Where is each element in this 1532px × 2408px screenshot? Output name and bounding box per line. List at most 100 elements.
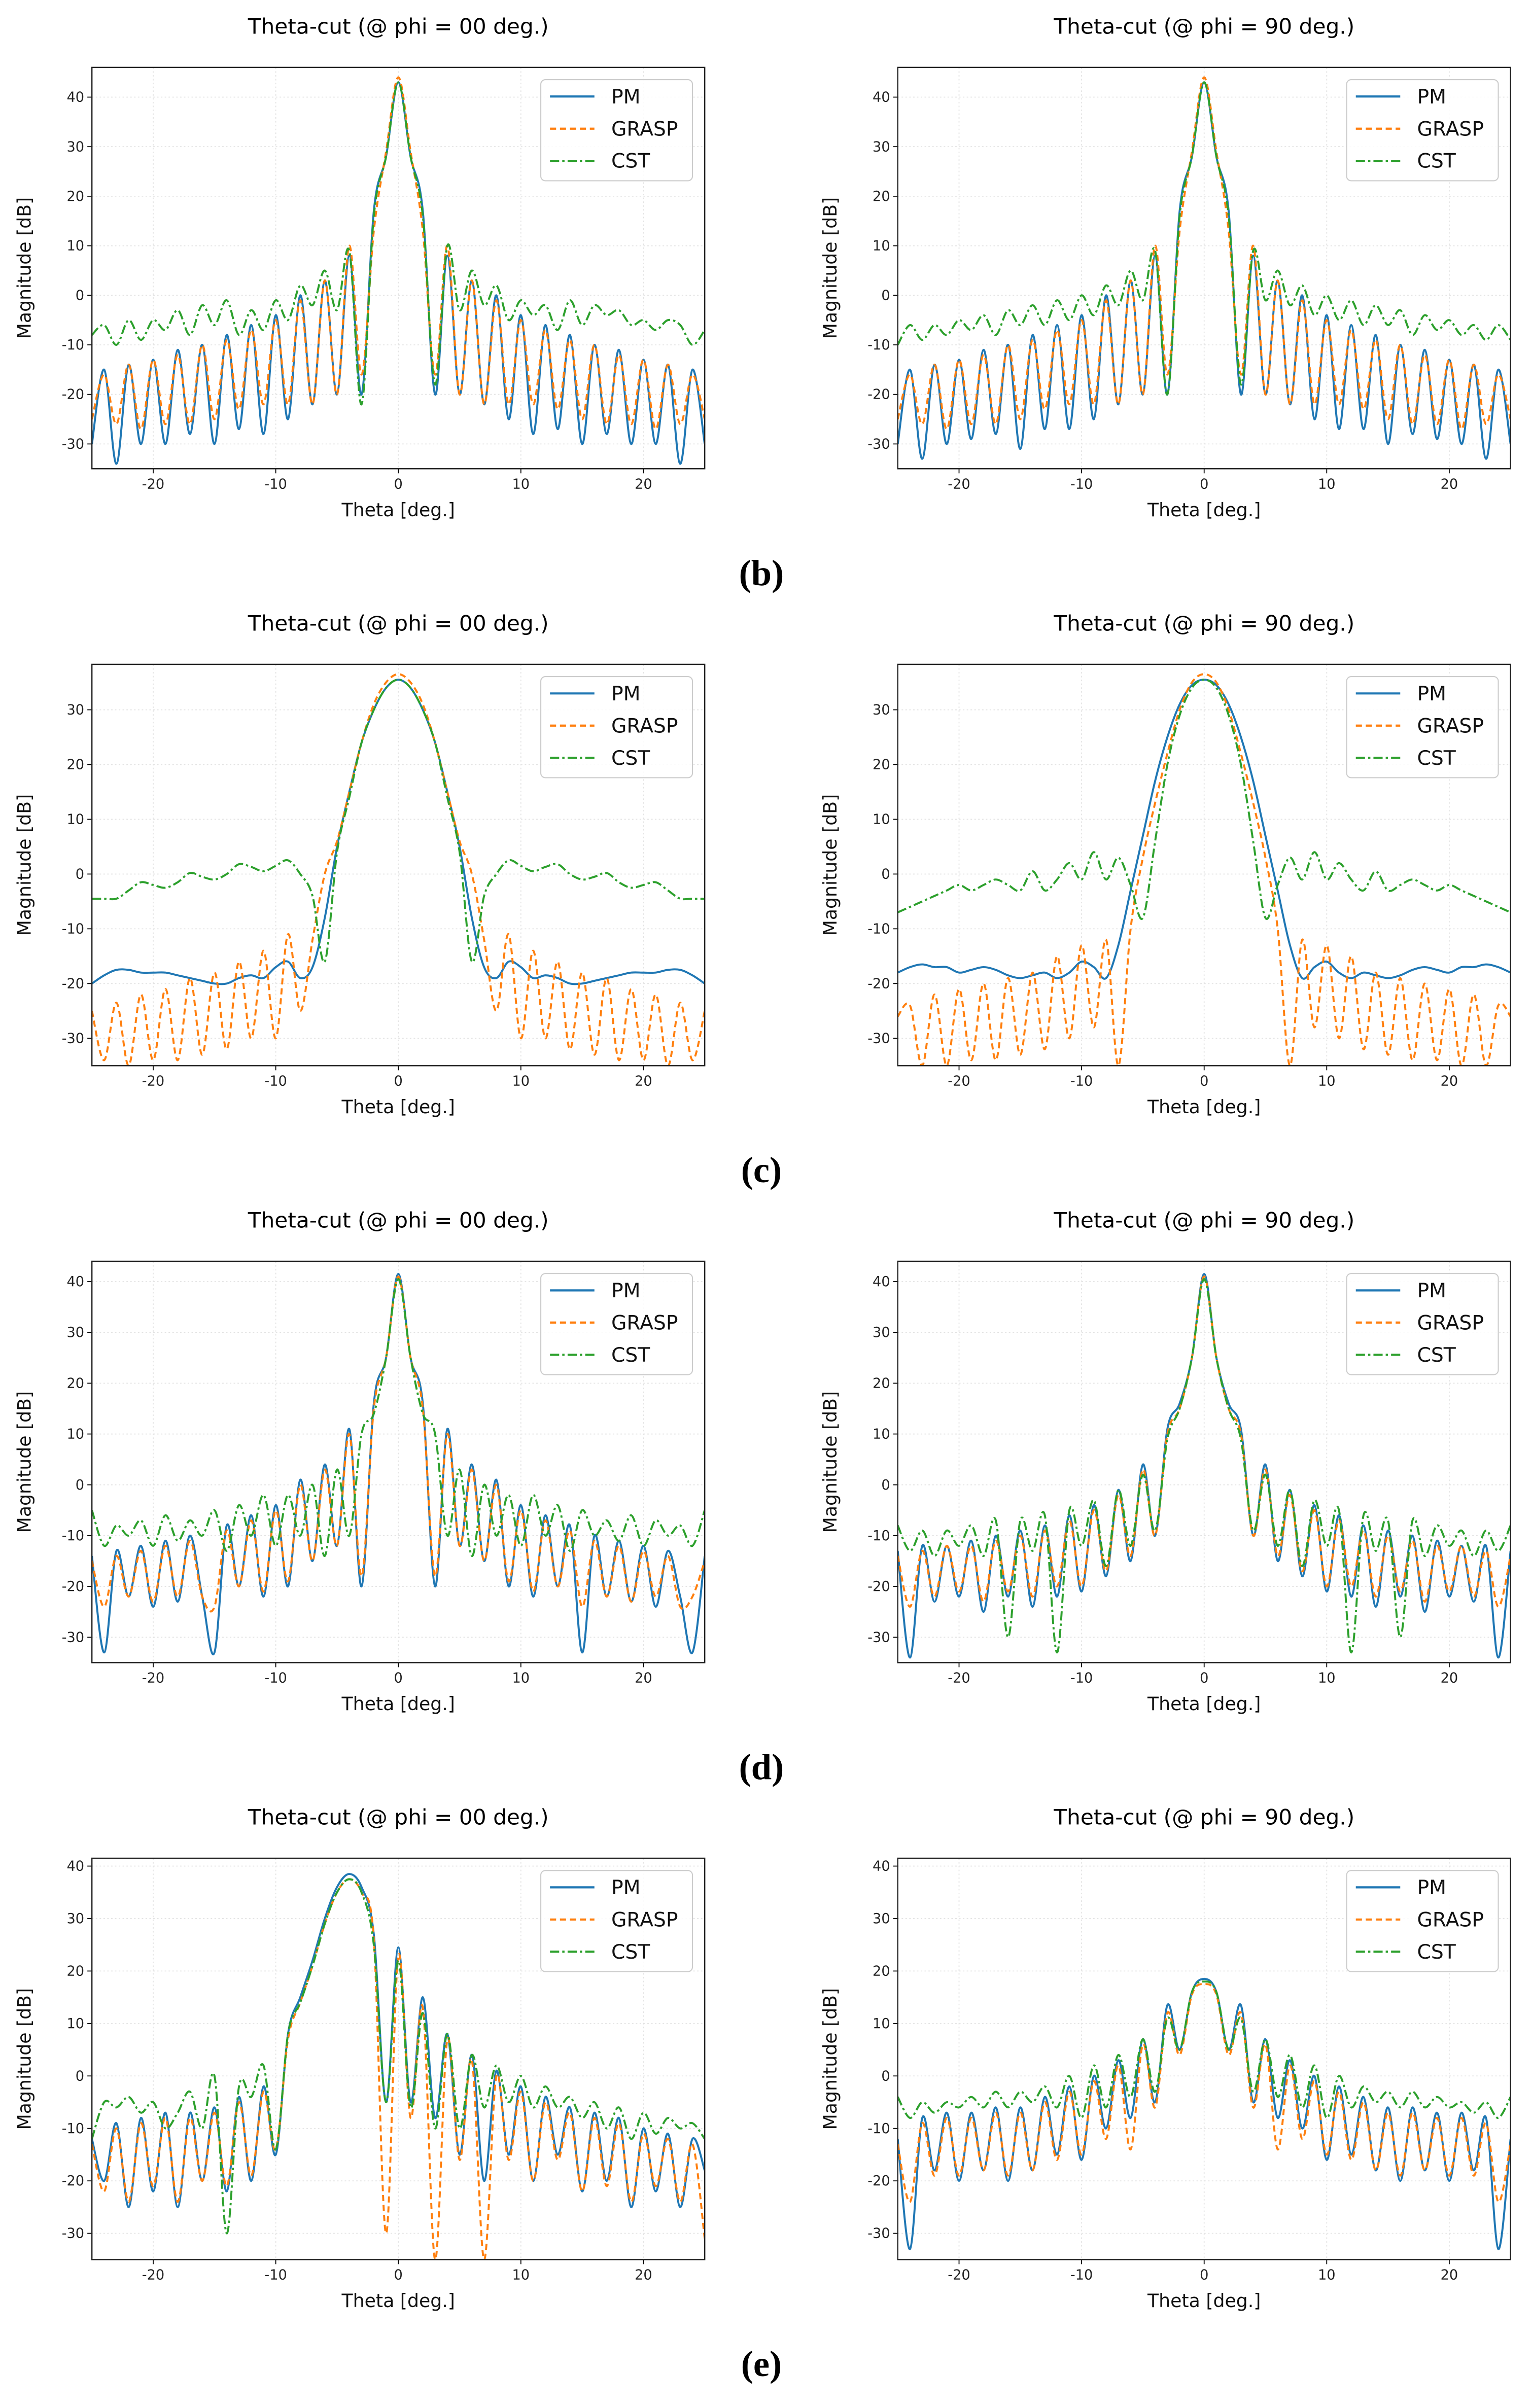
y-axis-label: Magnitude [dB] (13, 1391, 35, 1533)
panel-label: (b) (739, 552, 784, 593)
y-tick-label: 20 (67, 189, 85, 204)
x-axis-label: Theta [deg.] (341, 1096, 455, 1118)
x-tick-label: 10 (1318, 1671, 1336, 1686)
y-tick-label: 10 (873, 238, 890, 254)
x-tick-label: 10 (1318, 2268, 1336, 2283)
series-line-grasp (92, 76, 705, 431)
x-tick-label: -10 (264, 1074, 287, 1089)
legend-label-cst: CST (611, 1941, 650, 1964)
legend-label-pm: PM (611, 1876, 641, 1899)
chart-title: Theta-cut (@ phi = 90 deg.) (1053, 14, 1354, 39)
series-line-pm (92, 679, 705, 985)
axes-frame (91, 1260, 706, 1663)
series-line-cst (92, 1878, 705, 2235)
y-tick-label: 40 (873, 1859, 890, 1874)
legend: PM GRASP CST (1346, 676, 1499, 778)
legend: PM GRASP CST (540, 1273, 693, 1375)
chart-title: Theta-cut (@ phi = 90 deg.) (1053, 1805, 1354, 1830)
axes-frame (91, 663, 706, 1067)
x-tick-label: 10 (512, 476, 530, 492)
y-tick-label: -10 (62, 2121, 84, 2137)
x-tick-label: 10 (512, 2268, 530, 2283)
y-tick-label: 20 (873, 189, 890, 204)
y-tick-label: -10 (867, 2121, 890, 2137)
series-line-cst (92, 1278, 705, 1557)
legend-box (1346, 79, 1499, 182)
y-tick-label: -20 (867, 387, 890, 403)
legend: PM GRASP CST (1346, 1870, 1499, 1972)
panel-label: (c) (741, 1149, 782, 1190)
x-tick-label: 0 (394, 476, 403, 492)
x-tick-label: 20 (1441, 1074, 1458, 1089)
legend: PM GRASP CST (1346, 79, 1499, 182)
y-tick-label: -30 (62, 1630, 84, 1645)
x-tick-label: -20 (948, 1671, 970, 1686)
y-tick-label: -10 (867, 1528, 890, 1544)
legend: PM GRASP CST (540, 676, 693, 778)
legend-label-cst: CST (1417, 1941, 1456, 1964)
x-tick-label: 0 (1200, 2268, 1208, 2283)
y-tick-label: -20 (867, 2173, 890, 2189)
y-axis-label: Magnitude [dB] (13, 197, 35, 339)
legend-box (540, 676, 693, 778)
x-tick-label: -10 (264, 2268, 287, 2283)
series-line-grasp (897, 1983, 1511, 2203)
y-tick-label: 40 (873, 1274, 890, 1290)
series-line-pm (897, 1977, 1511, 2250)
chart-d-phi00: Theta-cut (@ phi = 00 deg.) -20 -10 0 10 20 -3… (13, 1208, 706, 1715)
axes-frame (897, 66, 1511, 470)
y-tick-label: 20 (67, 1963, 85, 1979)
y-tick-label: -30 (867, 1630, 890, 1645)
series-line-grasp (92, 1276, 705, 1613)
legend: PM GRASP CST (540, 1870, 693, 1972)
x-axis-label: Theta [deg.] (341, 1693, 455, 1715)
legend-label-pm: PM (1417, 1280, 1447, 1302)
chart-title: Theta-cut (@ phi = 00 deg.) (248, 611, 549, 635)
y-tick-label: 30 (67, 1325, 85, 1340)
x-tick-label: 10 (1318, 476, 1336, 492)
chart-c-phi90: Theta-cut (@ phi = 90 deg.) -20 -10 0 10 20 -3… (819, 611, 1511, 1118)
y-axis-label: Magnitude [dB] (13, 1988, 35, 2130)
y-tick-label: 30 (67, 702, 85, 718)
x-tick-label: 20 (635, 476, 652, 492)
x-tick-label: 10 (512, 1074, 530, 1089)
y-tick-label: -30 (867, 2226, 890, 2242)
y-axis-label: Magnitude [dB] (819, 794, 841, 936)
y-tick-label: 0 (881, 866, 890, 882)
chart-title: Theta-cut (@ phi = 00 deg.) (248, 14, 549, 39)
legend-label-pm: PM (611, 683, 641, 705)
series-line-grasp (897, 1276, 1511, 1608)
x-tick-label: 20 (1441, 1671, 1458, 1686)
axes-frame (91, 66, 706, 470)
x-tick-label: 10 (512, 1671, 530, 1686)
series-line-cst (897, 1980, 1511, 2119)
legend-label-grasp: GRASP (1417, 118, 1484, 140)
y-tick-label: 20 (67, 757, 85, 773)
y-tick-label: 0 (881, 288, 890, 303)
x-tick-label: -20 (948, 1074, 970, 1089)
y-tick-label: 30 (67, 139, 85, 155)
chart-c-phi00: Theta-cut (@ phi = 00 deg.) -20 -10 0 10 20 -3… (13, 611, 706, 1118)
series-line-grasp (92, 1878, 705, 2260)
x-tick-label: 0 (394, 1074, 403, 1089)
legend-label-cst: CST (1417, 150, 1456, 173)
x-tick-label: -20 (142, 476, 164, 492)
y-tick-label: -30 (867, 436, 890, 452)
y-tick-label: 40 (67, 1859, 85, 1874)
series-line-grasp (897, 76, 1511, 431)
series-line-cst (92, 81, 705, 406)
y-tick-label: 0 (76, 288, 84, 303)
y-tick-label: 40 (873, 90, 890, 105)
y-tick-label: -20 (62, 976, 84, 991)
y-tick-label: 20 (873, 757, 890, 773)
y-axis-label: Magnitude [dB] (13, 794, 35, 936)
chart-b-phi00: Theta-cut (@ phi = 00 deg.) -20 -10 0 10 20 -3… (13, 14, 706, 521)
series-line-grasp (92, 673, 705, 1066)
x-tick-label: 20 (1441, 2268, 1458, 2283)
chart-title: Theta-cut (@ phi = 90 deg.) (1053, 1208, 1354, 1233)
y-tick-label: 20 (67, 1375, 85, 1391)
x-tick-label: -10 (1070, 1671, 1093, 1686)
y-tick-label: 10 (67, 2016, 85, 2032)
legend-label-pm: PM (1417, 683, 1447, 705)
